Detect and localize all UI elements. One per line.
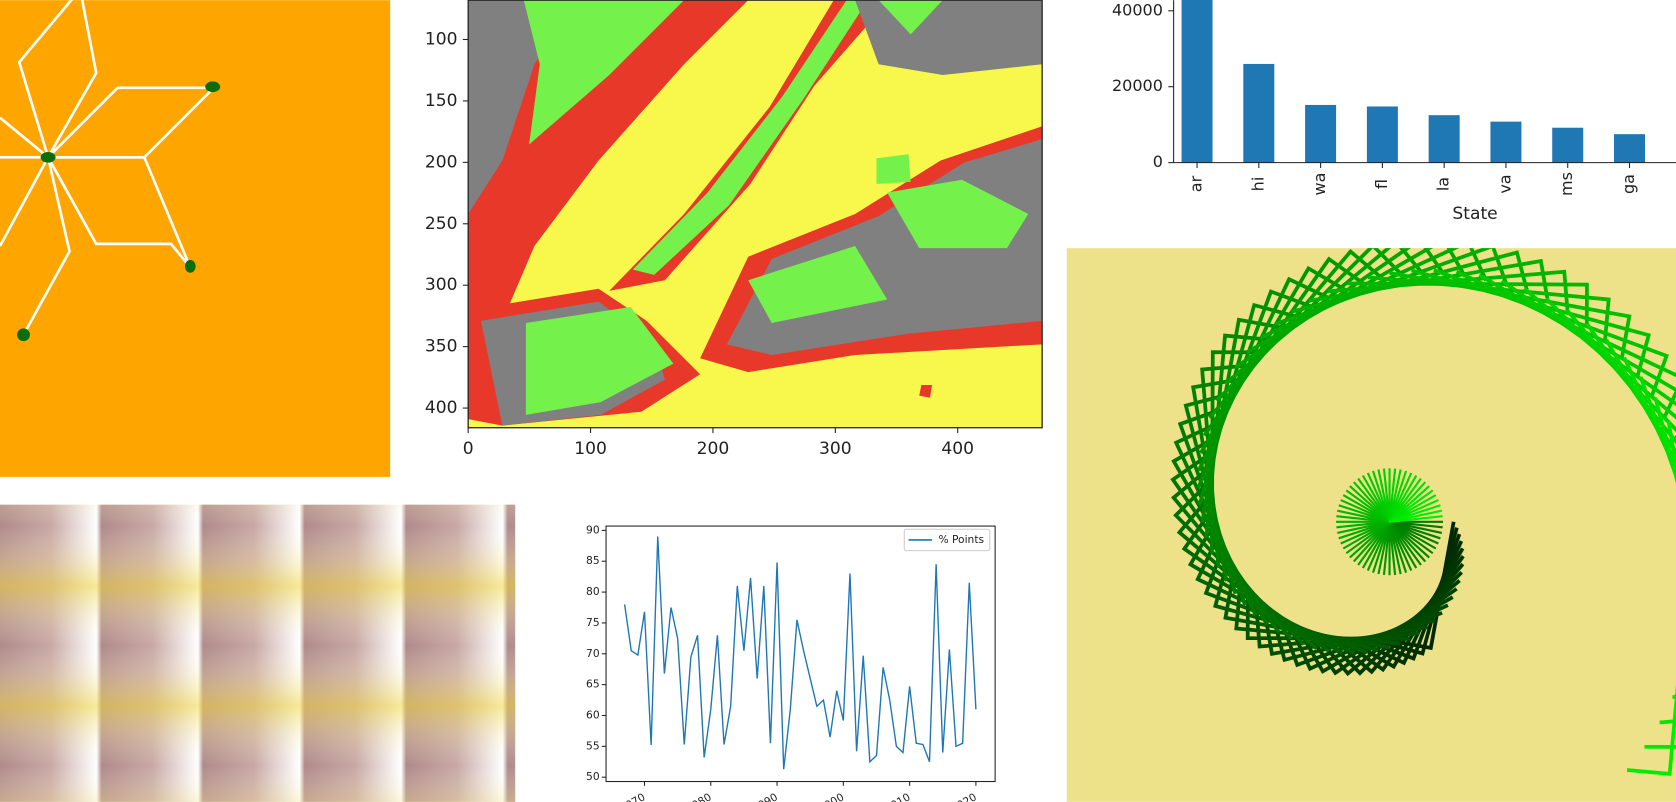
x-tick-label: 300 bbox=[819, 439, 852, 459]
x-tick-label: 200 bbox=[697, 439, 730, 459]
x-tick-label: 1970 bbox=[617, 790, 647, 802]
y-tick-label: 65 bbox=[586, 678, 600, 691]
x-tick-label: 1990 bbox=[750, 790, 780, 802]
bar bbox=[1366, 106, 1398, 163]
y-tick-label: 150 bbox=[425, 91, 458, 111]
y-tick-label: 70 bbox=[586, 647, 600, 660]
x-tick-label: 100 bbox=[574, 439, 607, 459]
bar bbox=[1490, 121, 1522, 163]
spiral-stroke bbox=[1644, 744, 1676, 749]
spiral bbox=[1170, 248, 1676, 776]
bar bbox=[1243, 63, 1275, 163]
x-tick-label: 2020 bbox=[949, 790, 979, 802]
turtle-background bbox=[0, 0, 391, 477]
x-tick-label: fl bbox=[1372, 179, 1391, 189]
map-image bbox=[468, 0, 1043, 428]
turtle-panel bbox=[0, 0, 391, 477]
spiral-panel bbox=[1066, 248, 1676, 802]
x-tick-label: ms bbox=[1557, 172, 1576, 196]
y-tick-label: 300 bbox=[425, 275, 458, 295]
spiral-core bbox=[1389, 515, 1443, 523]
y-tick-label: 55 bbox=[586, 739, 600, 752]
line-series bbox=[623, 536, 977, 770]
bar bbox=[1552, 127, 1584, 163]
y-tick-label: 250 bbox=[425, 214, 458, 234]
x-tick-label: wa bbox=[1310, 173, 1329, 196]
x-tick-label: hi bbox=[1248, 177, 1267, 192]
x-tick-label: 0 bbox=[463, 439, 474, 459]
spiral-stroke bbox=[1626, 684, 1676, 776]
y-tick-label: 400 bbox=[425, 398, 458, 418]
y-tick-label: 200 bbox=[425, 152, 458, 172]
y-tick-label: 0 bbox=[1153, 152, 1163, 171]
x-tick-label: la bbox=[1434, 177, 1453, 191]
y-tick-label: 60 bbox=[586, 708, 600, 721]
y-tick-label: 350 bbox=[425, 337, 458, 357]
legend-label: % Points bbox=[938, 533, 984, 546]
y-tick-label: 80 bbox=[586, 585, 600, 598]
y-tick-label: 40000 bbox=[1112, 0, 1163, 19]
pattern-panel bbox=[0, 504, 516, 802]
x-tick-label: va bbox=[1495, 174, 1514, 193]
plot-area bbox=[623, 536, 977, 770]
y-tick-label: 85 bbox=[586, 554, 600, 567]
x-axis-label: State bbox=[1452, 204, 1497, 224]
y-tick-label: 90 bbox=[586, 523, 600, 536]
bar bbox=[1614, 134, 1646, 163]
y-tick-label: 75 bbox=[586, 616, 600, 629]
line-chart: 50 55 60 65 70 75 80 85 90 1970 1980 1990 2000 2010 20… bbox=[586, 523, 996, 802]
axes-frame bbox=[467, 0, 1043, 429]
x-tick-label: 2000 bbox=[816, 790, 846, 802]
x-tick-label: ar bbox=[1187, 175, 1206, 192]
legend-box bbox=[903, 528, 991, 552]
y-tick-label: 50 bbox=[586, 770, 600, 783]
bar bbox=[1181, 0, 1213, 163]
y-tick-label: 20000 bbox=[1112, 76, 1163, 95]
y-tick-label: 100 bbox=[425, 29, 458, 49]
x-tick-label: 1980 bbox=[684, 790, 714, 802]
turtles bbox=[17, 81, 221, 342]
bar bbox=[1428, 115, 1460, 163]
x-tick-label: 400 bbox=[941, 439, 974, 459]
x-tick-label: ga bbox=[1619, 174, 1638, 194]
bar bbox=[1305, 104, 1337, 163]
x-tick-label: 2010 bbox=[883, 790, 913, 802]
map-chart: 0 100 200 300 400 100 150 200 250 300 350 400 bbox=[425, 0, 1043, 459]
bar-chart: ar hi wa fl la va ms ga 0 20000 40000 State bbox=[1112, 0, 1676, 224]
